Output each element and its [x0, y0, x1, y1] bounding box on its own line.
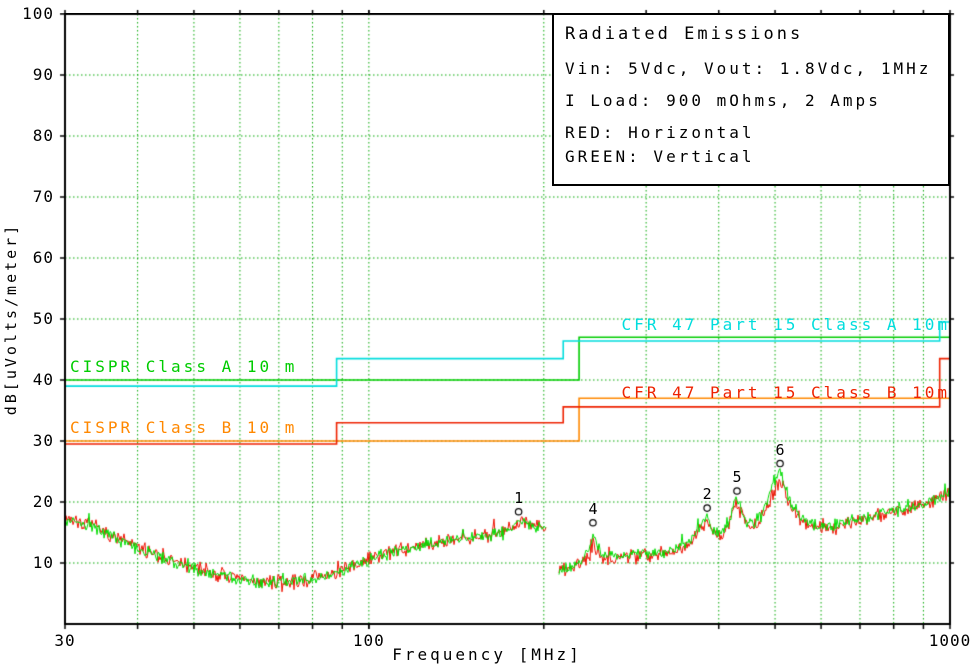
x-tick-label: 30: [54, 631, 76, 650]
x-axis-title: Frequency [MHz]: [392, 645, 582, 664]
y-tick-label: 70: [32, 187, 54, 206]
y-tick-label: 100: [22, 4, 54, 23]
limit-label-cispr-class-a: CISPR Class A 10 m: [69, 357, 298, 377]
y-tick-label: 50: [32, 309, 54, 328]
legend-line-green-vertical: GREEN: Vertical: [565, 147, 755, 166]
y-tick-label: 10: [32, 553, 54, 572]
marker-label-1: 1: [514, 488, 524, 507]
x-tick-label: 100: [352, 631, 385, 650]
marker-label-6: 6: [775, 440, 785, 459]
y-tick-label: 30: [32, 431, 54, 450]
legend-line-conditions: Vin: 5Vdc, Vout: 1.8Vdc, 1MHz: [565, 59, 932, 78]
legend-title: Radiated Emissions: [565, 24, 804, 44]
legend-line-red-horizontal: RED: Horizontal: [565, 123, 755, 142]
legend-line-load: I Load: 900 mOhms, 2 Amps: [565, 91, 881, 110]
x-tick-label: 1000: [928, 631, 972, 650]
limit-label-cfr47-class-a: CFR 47 Part 15 Class A 10m: [621, 314, 950, 334]
marker-label-4: 4: [588, 499, 598, 518]
limit-label-cispr-class-b: CISPR Class B 10 m: [69, 418, 298, 438]
y-tick-label: 60: [32, 248, 54, 267]
y-tick-label: 90: [32, 65, 54, 84]
limit-label-cfr47-class-b: CFR 47 Part 15 Class B 10m: [621, 382, 950, 402]
y-tick-label: 20: [32, 492, 54, 511]
y-tick-label: 40: [32, 370, 54, 389]
marker-label-2: 2: [702, 485, 712, 504]
marker-label-5: 5: [732, 468, 742, 487]
legend-box: Radiated Emissions Vin: 5Vdc, Vout: 1.8V…: [552, 13, 950, 186]
y-tick-label: 80: [32, 126, 54, 145]
